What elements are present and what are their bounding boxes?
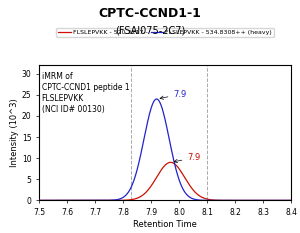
- Y-axis label: Intensity (10^3): Intensity (10^3): [10, 98, 19, 167]
- Text: 7.9: 7.9: [160, 90, 187, 99]
- Text: iMRM of
CPTC-CCND1 peptide 1
FLSLEPVKK
(NCI ID# 00130): iMRM of CPTC-CCND1 peptide 1 FLSLEPVKK (…: [41, 72, 129, 114]
- Text: CPTC-CCND1-1: CPTC-CCND1-1: [99, 7, 201, 20]
- X-axis label: Retention Time: Retention Time: [133, 220, 197, 229]
- Text: (FSAI075-2C7): (FSAI075-2C7): [115, 26, 185, 36]
- Text: 7.9: 7.9: [174, 153, 201, 163]
- Legend: FLSLEPVKK - 520.3217--, FLSLEPVKK - 534.8308++ (heavy): FLSLEPVKK - 520.3217--, FLSLEPVKK - 534.…: [56, 28, 274, 37]
